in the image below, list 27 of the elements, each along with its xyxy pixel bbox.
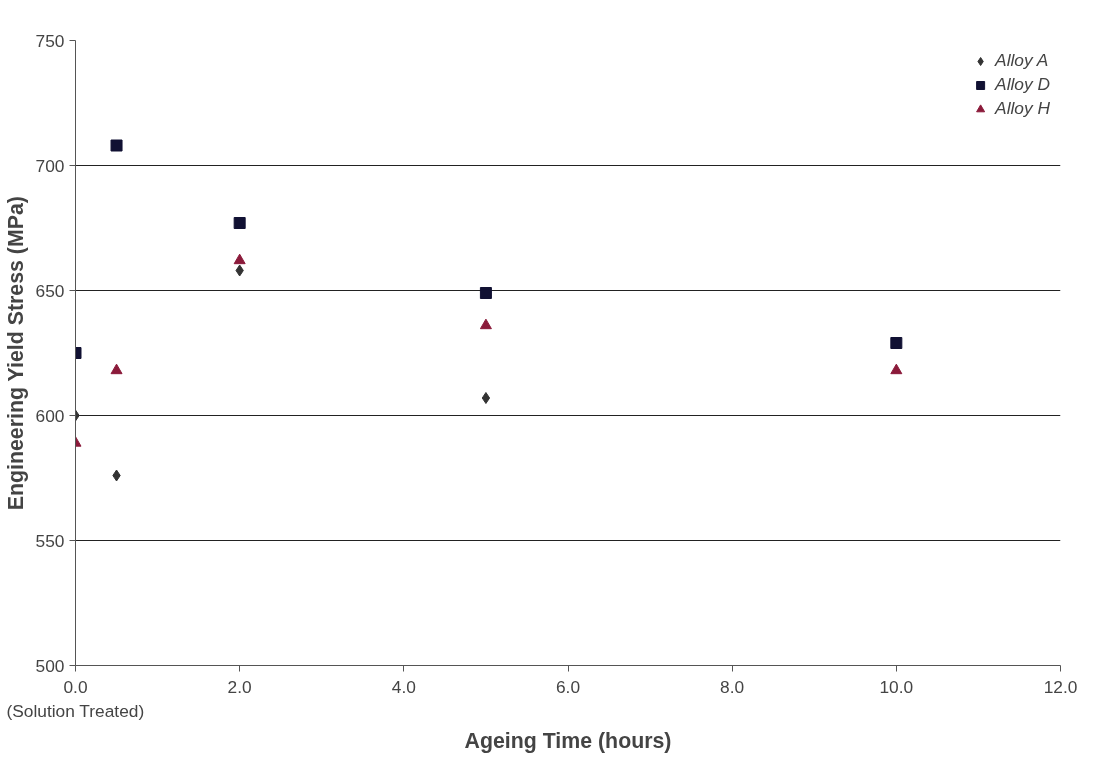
y-tick-label: 750 [35, 30, 65, 51]
y-tick-label: 550 [35, 530, 65, 551]
x-tick-label: 8.0 [720, 676, 745, 697]
point [110, 363, 123, 375]
point [479, 287, 492, 299]
point [890, 363, 903, 375]
point [233, 217, 246, 229]
y-axis-title: Engineering Yield Stress (MPa) [3, 196, 28, 511]
legend-label: Alloy A [995, 50, 1049, 71]
y-tick-label: 500 [35, 655, 65, 676]
x-tick-label: 0.0 (Solution Treated) [6, 676, 145, 721]
x-tick-label: 2.0 [227, 676, 252, 697]
legend-label: Alloy H [995, 98, 1050, 119]
point [481, 392, 491, 404]
point [233, 253, 246, 265]
y-tick-label: 600 [35, 405, 65, 426]
x-tick-label: 6.0 [555, 676, 581, 697]
x-tick-label: 10.0 [879, 676, 914, 697]
x-tick-label: 12.0 [1043, 676, 1078, 697]
y-tick-label: 700 [35, 155, 65, 176]
x-tick-label: 4.0 [391, 676, 416, 697]
point [479, 318, 492, 330]
point [890, 337, 903, 349]
point [110, 139, 123, 152]
legend-label: Alloy D [995, 74, 1050, 95]
y-tick-label: 650 [35, 280, 65, 301]
x-axis-title: Ageing Time (hours) [464, 728, 672, 753]
